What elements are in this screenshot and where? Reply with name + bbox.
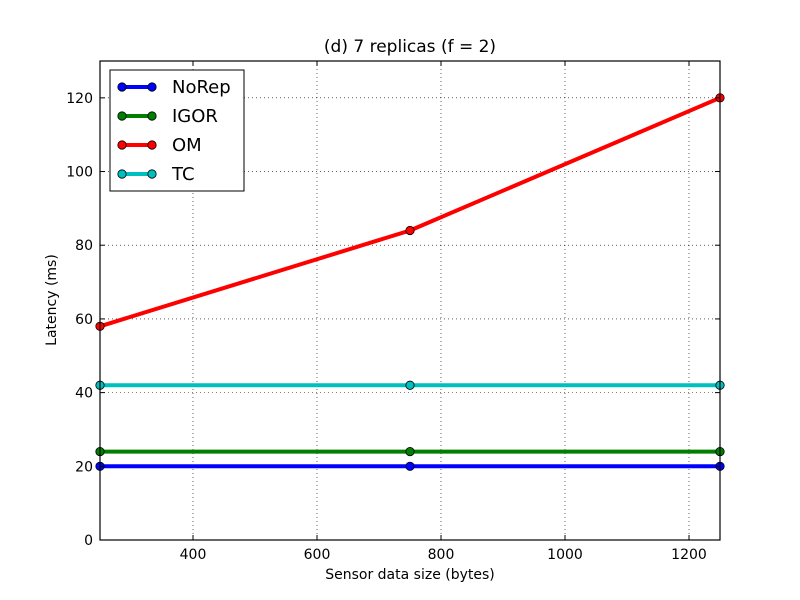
data-point <box>405 225 415 236</box>
y-tick-label: 20 <box>75 459 93 475</box>
legend-marker <box>147 140 157 150</box>
legend-box <box>109 69 245 192</box>
legend-entry: IGOR <box>117 106 218 127</box>
legend-label: IGOR <box>172 106 218 127</box>
legend-label: OM <box>172 135 202 156</box>
x-tick-label: 800 <box>428 547 455 563</box>
y-tick-label: 40 <box>75 386 93 402</box>
x-tick-label: 600 <box>304 547 331 563</box>
data-point <box>405 461 415 471</box>
legend-marker <box>117 82 127 92</box>
tick-labels: 400 600 800 1000 1200 0 20 40 60 80 100 120 <box>66 91 707 563</box>
x-tick-label: 1200 <box>671 547 707 563</box>
legend-marker <box>117 140 127 150</box>
y-tick-label: 80 <box>75 238 93 254</box>
legend-marker <box>147 169 157 179</box>
legend-entry: OM <box>117 135 202 156</box>
legend-entry: NoRep <box>117 77 231 98</box>
y-tick-label: 60 <box>75 312 93 328</box>
legend-marker <box>147 82 157 92</box>
chart-title: (d) 7 replicas (f = 2) <box>324 37 496 57</box>
legend: NoRep IGOR OM TC <box>109 69 245 192</box>
x-axis-label: Sensor data size (bytes) <box>325 567 495 583</box>
y-tick-label: 0 <box>84 533 93 549</box>
legend-marker <box>147 111 157 121</box>
legend-entry: TC <box>117 164 195 185</box>
x-tick-label: 400 <box>180 547 207 563</box>
legend-marker <box>117 169 127 179</box>
y-axis-label: Latency (ms) <box>44 254 60 346</box>
legend-marker <box>117 111 127 121</box>
data-point <box>405 446 415 457</box>
y-tick-label: 120 <box>66 91 93 107</box>
y-tick-label: 100 <box>66 165 93 181</box>
plot-frame <box>99 60 721 541</box>
legend-label: TC <box>171 164 195 185</box>
x-tick-label: 1000 <box>547 547 583 563</box>
axes <box>99 60 721 541</box>
data-point <box>405 380 415 390</box>
legend-label: NoRep <box>172 77 231 98</box>
